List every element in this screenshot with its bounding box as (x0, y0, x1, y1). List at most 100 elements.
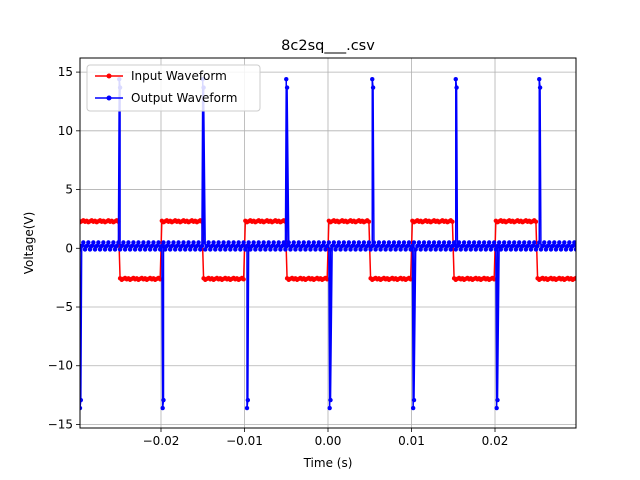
output-waveform-point (139, 243, 144, 249)
output-waveform-point (368, 247, 373, 252)
y-axis: −15 −10 −5 0 5 10 15 (48, 65, 80, 431)
output-waveform-point (259, 243, 265, 249)
output-waveform-point (219, 243, 225, 249)
output-waveform-point (418, 247, 423, 252)
output-waveform-point (233, 247, 238, 252)
output-waveform-point (216, 240, 221, 245)
output-waveform-point (154, 243, 160, 249)
x-tick-label: 0.00 (315, 434, 342, 448)
output-waveform-point (92, 247, 98, 252)
output-waveform-point (284, 76, 289, 82)
output-waveform-point (161, 397, 166, 403)
output-waveform-point (254, 243, 260, 249)
output-waveform-point (218, 247, 223, 252)
output-waveform-point (198, 247, 203, 252)
output-waveform-point (550, 243, 555, 249)
output-waveform-point (454, 85, 459, 90)
legend-marker-output (106, 95, 112, 101)
output-waveform-point (503, 247, 509, 252)
output-waveform-point (537, 240, 542, 245)
output-waveform-point (555, 243, 560, 249)
output-waveform-point (191, 240, 196, 245)
output-waveform-point (500, 243, 505, 249)
x-axis: −0.02 −0.01 0.00 0.01 0.02 (143, 428, 508, 448)
output-waveform-point (510, 243, 515, 249)
output-waveform-point (249, 243, 255, 249)
output-waveform-point (328, 397, 333, 403)
output-waveform-point (411, 397, 417, 403)
output-waveform-point (204, 243, 210, 249)
x-tick-label: 0.01 (398, 434, 425, 448)
output-waveform-point (141, 240, 146, 245)
output-waveform-point (161, 240, 166, 245)
output-waveform-point (466, 240, 472, 245)
output-waveform-point (214, 243, 220, 249)
output-waveform-point (383, 247, 388, 252)
y-axis-label: Voltage(V) (22, 212, 36, 275)
output-waveform-point (485, 243, 490, 249)
output-waveform-point (324, 243, 330, 249)
output-waveform-point (129, 243, 134, 249)
output-waveform-point (236, 240, 241, 245)
output-waveform-point (80, 405, 83, 411)
output-waveform-point (169, 243, 175, 249)
output-waveform-point (206, 240, 211, 245)
output-waveform-point (491, 240, 497, 245)
output-waveform-point (501, 240, 507, 245)
output-waveform-point (343, 247, 348, 252)
output-waveform-point (126, 240, 131, 245)
output-waveform-point (535, 243, 540, 249)
output-waveform-point (176, 240, 181, 245)
x-tick-label: −0.02 (143, 434, 180, 448)
output-waveform-point (196, 240, 201, 245)
output-waveform-point (80, 247, 83, 252)
output-waveform-point (540, 243, 545, 249)
output-waveform-point (274, 243, 280, 249)
output-waveform-point (490, 243, 495, 249)
output-waveform-point (456, 240, 462, 245)
output-waveform-point (398, 247, 403, 252)
output-waveform-point (480, 243, 485, 249)
input-waveform-point (450, 219, 455, 224)
output-waveform-point (316, 240, 322, 245)
output-waveform-point (311, 240, 316, 245)
output-waveform-point (533, 247, 539, 252)
output-waveform-point (271, 240, 276, 245)
output-waveform-point (263, 247, 268, 252)
output-waveform-point (121, 240, 126, 245)
output-waveform-point (116, 240, 121, 245)
output-waveform-point (246, 240, 251, 245)
output-waveform-point (440, 243, 445, 249)
output-waveform-point (441, 240, 447, 245)
output-waveform-point (293, 247, 298, 252)
output-waveform-point (313, 247, 318, 252)
output-waveform-point (416, 240, 422, 245)
output-waveform-point (281, 240, 286, 245)
input-waveform-point (324, 277, 330, 282)
output-waveform-point (545, 243, 550, 249)
output-waveform-point (97, 247, 103, 252)
output-waveform-point (99, 243, 104, 249)
output-waveform-point (159, 243, 165, 249)
output-waveform-point (203, 247, 208, 252)
output-waveform-point (264, 243, 270, 249)
output-waveform-point (106, 240, 111, 245)
output-waveform-point (258, 247, 263, 252)
output-waveform-point (81, 240, 86, 245)
output-waveform-point (553, 247, 559, 252)
output-waveform-point (244, 243, 250, 249)
output-waveform-point (537, 76, 542, 82)
output-waveform-point (119, 243, 124, 249)
output-waveform-point (131, 240, 136, 245)
input-waveform-point (533, 219, 539, 224)
output-waveform-point (124, 243, 129, 249)
output-waveform-point (294, 243, 300, 249)
output-waveform-point (151, 240, 156, 245)
output-waveform-point (224, 243, 230, 249)
output-waveform-point (481, 240, 487, 245)
output-waveform-point (400, 243, 405, 249)
output-waveform-point (239, 243, 245, 249)
output-waveform-point (415, 243, 420, 249)
output-waveform-point (166, 240, 171, 245)
output-waveform-point (114, 243, 119, 249)
